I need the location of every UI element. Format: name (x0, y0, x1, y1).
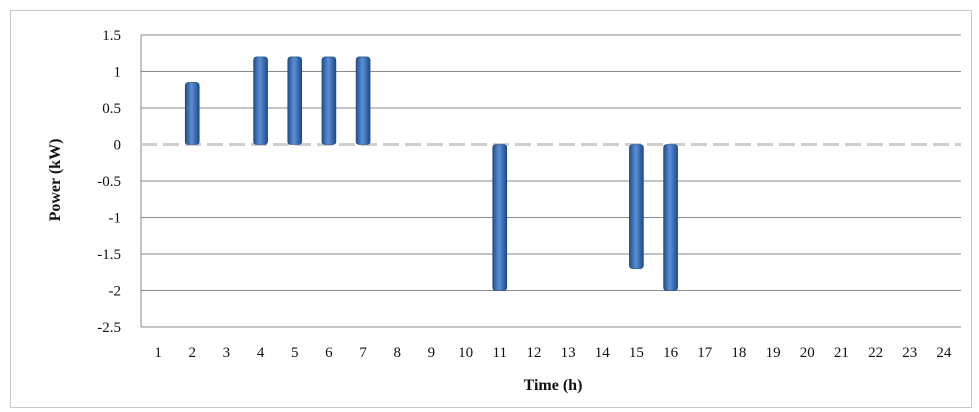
x-tick-label: 20 (800, 345, 815, 361)
y-tick-label: -0.5 (97, 174, 121, 190)
bar-hour-6 (321, 56, 337, 145)
x-tick-label: 18 (731, 345, 746, 361)
bar-hour-11 (492, 144, 508, 291)
x-tick-label: 4 (257, 345, 265, 361)
bar-hour-15 (629, 144, 644, 269)
bar-hour-4 (253, 56, 268, 145)
y-tick-label: 1 (114, 65, 122, 81)
bar-hour-2 (184, 82, 200, 145)
y-axis-title: Power (kW) (47, 139, 64, 222)
y-tick-label: 0 (114, 138, 122, 154)
x-tick-label: 5 (291, 345, 299, 361)
bars (184, 56, 678, 291)
x-tick-label: 22 (868, 345, 883, 361)
x-tick-label: 3 (223, 345, 231, 361)
y-tick-label: 1.5 (102, 28, 121, 44)
x-tick-label: 23 (902, 345, 917, 361)
x-axis-title: Time (h) (524, 377, 583, 394)
x-tick-label: 13 (561, 345, 576, 361)
x-tick-label: 15 (629, 345, 644, 361)
y-tick-labels: 1.5 1 0.5 0 -0.5 -1 -1.5 -2 -2.5 (97, 28, 121, 336)
x-tick-labels: 1 2 3 4 5 6 7 8 9 10 11 12 13 14 15 16 17 18 19 20 21 22 23 24 (154, 345, 952, 361)
chart-frame (10, 10, 972, 408)
x-tick-label: 14 (595, 345, 611, 361)
y-tick-label: -1.5 (97, 247, 121, 263)
x-tick-label: 10 (458, 345, 473, 361)
x-tick-label: 7 (359, 345, 367, 361)
x-tick-label: 17 (697, 345, 713, 361)
y-tick-label: -2.5 (97, 320, 121, 336)
y-tick-label: 0.5 (102, 101, 121, 117)
y-tick-label: -1 (109, 211, 122, 227)
x-tick-label: 24 (936, 345, 952, 361)
y-tick-label: -2 (109, 284, 122, 300)
x-tick-label: 21 (834, 345, 849, 361)
x-tick-label: 8 (394, 345, 402, 361)
x-tick-label: 12 (526, 345, 541, 361)
x-tick-label: 16 (663, 345, 679, 361)
gridlines (140, 34, 961, 328)
x-tick-label: 9 (428, 345, 436, 361)
x-tick-label: 6 (325, 345, 333, 361)
x-tick-label: 2 (189, 345, 197, 361)
x-tick-label: 11 (493, 345, 507, 361)
bar-hour-16 (663, 144, 678, 291)
bar-hour-5 (287, 56, 303, 145)
x-tick-label: 19 (766, 345, 781, 361)
x-tick-label: 1 (154, 345, 162, 361)
bar-hour-7 (355, 56, 371, 145)
